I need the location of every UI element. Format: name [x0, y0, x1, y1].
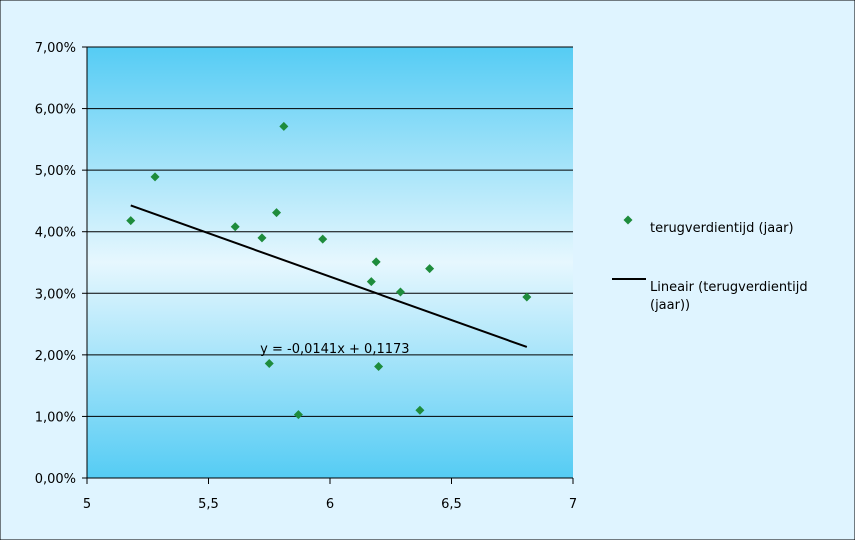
data-point — [395, 287, 405, 297]
y-tick-label: 0,00% — [35, 472, 76, 487]
legend-label-trendline-line: Lineair (terugverdientijd — [650, 280, 808, 295]
x-tick-label: 6,5 — [441, 497, 462, 512]
x-tick-label: 5 — [83, 497, 91, 512]
data-point — [126, 216, 136, 226]
data-point — [425, 264, 435, 274]
data-point — [293, 410, 303, 420]
data-point — [272, 208, 282, 218]
plot-area — [87, 47, 573, 478]
x-tick-label: 7 — [569, 497, 577, 512]
y-tick-label: 2,00% — [35, 349, 76, 364]
data-point — [230, 222, 240, 232]
gridlines — [87, 46, 573, 417]
y-tick-label: 1,00% — [35, 410, 76, 425]
y-tick-label: 7,00% — [35, 41, 76, 56]
data-points — [126, 121, 532, 420]
data-point — [318, 234, 328, 244]
data-point — [371, 257, 381, 267]
data-point — [374, 362, 384, 372]
y-tick-label: 5,00% — [35, 164, 76, 179]
trendline-equation: y = -0,0141x + 0,1173 — [260, 342, 409, 357]
legend-label-scatter: terugverdientijd (jaar) — [650, 221, 794, 236]
axes: 0,00% 1,00% 2,00% 3,00% 4,00% 5,00% 6,00% 7,00%… — [35, 41, 577, 512]
legend-label-trendline-line: (jaar)) — [650, 298, 690, 313]
legend-label-trendline: Lineair (terugverdientijd (jaar)) — [650, 280, 808, 313]
legend-marker-scatter — [623, 215, 633, 225]
trendline-line — [130, 204, 528, 348]
trendline: y = -0,0141x + 0,1173 — [130, 204, 528, 357]
data-point — [264, 358, 274, 368]
legend: terugverdientijd (jaar) Lineair (terugver… — [612, 215, 808, 313]
data-point — [257, 233, 267, 243]
data-point — [522, 292, 532, 302]
data-point — [279, 121, 289, 131]
x-tick-label: 6 — [326, 497, 334, 512]
y-tick-label: 3,00% — [35, 287, 76, 302]
data-point — [150, 172, 160, 182]
y-tick-label: 6,00% — [35, 103, 76, 118]
y-tick-label: 4,00% — [35, 226, 76, 241]
x-tick-label: 5,5 — [198, 497, 219, 512]
data-point — [366, 277, 376, 287]
data-point — [415, 405, 425, 415]
